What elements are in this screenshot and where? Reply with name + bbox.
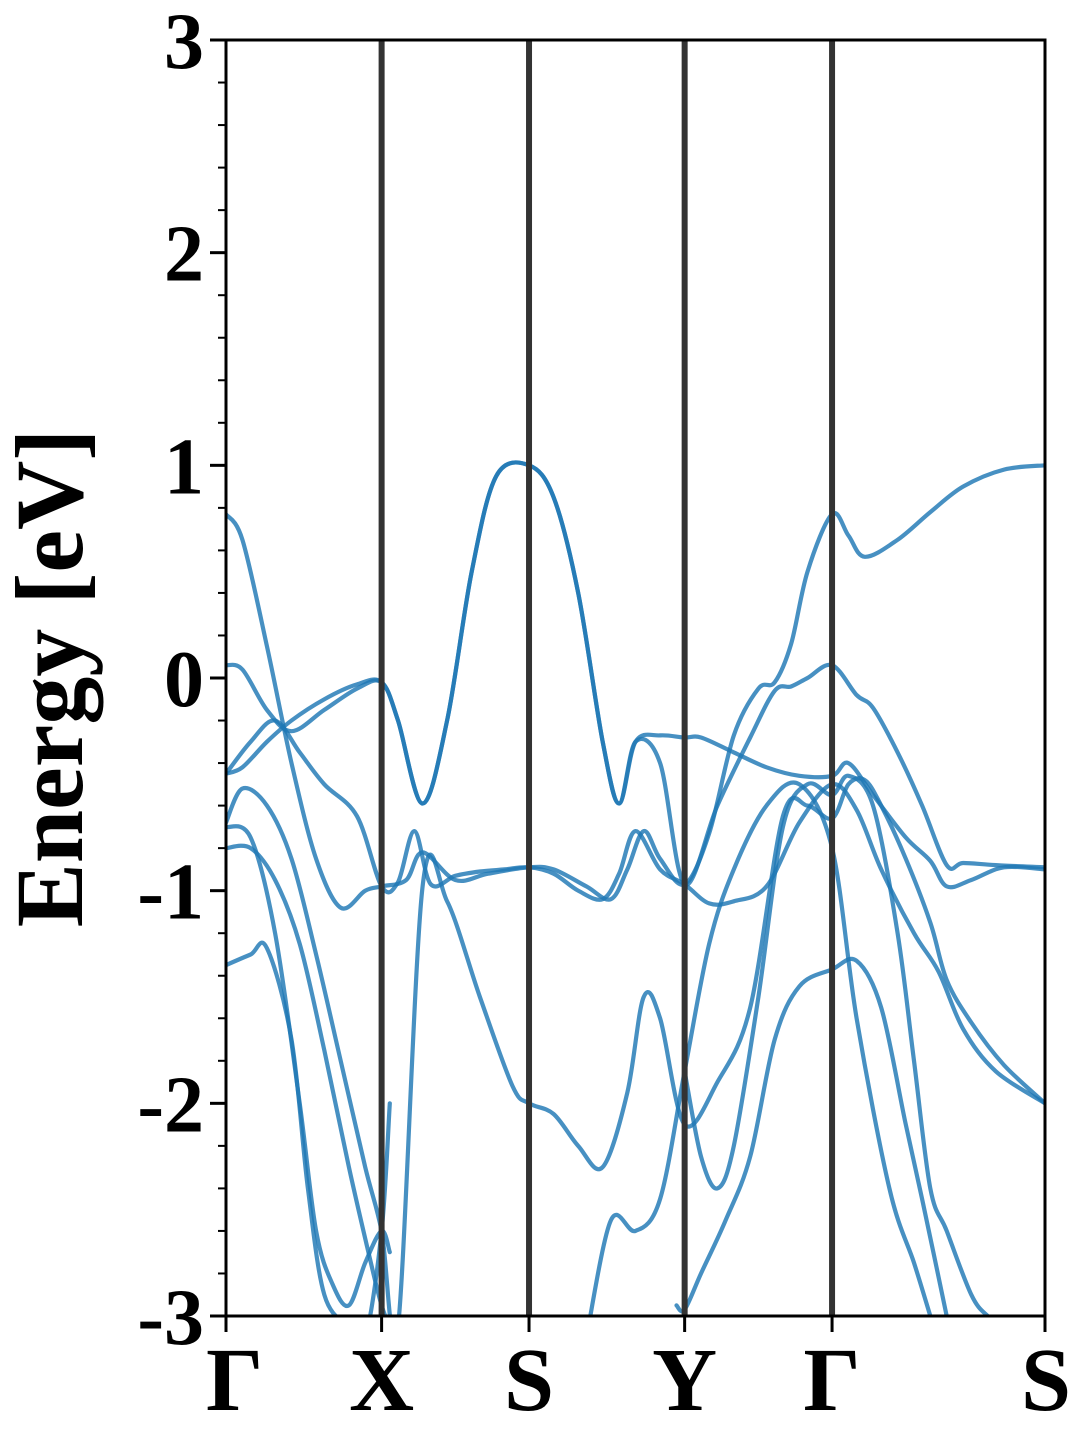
band-line-4 bbox=[226, 718, 1045, 1106]
band-line-5 bbox=[226, 776, 1045, 1316]
band-line-10 bbox=[674, 956, 949, 1316]
y-tick-label: -1 bbox=[137, 849, 204, 937]
x-tick-label: Γ bbox=[206, 1331, 263, 1430]
y-tick-labels: -3 -2 -1 0 1 2 3 bbox=[137, 0, 204, 1362]
y-tick-label: 0 bbox=[164, 636, 204, 724]
high-symmetry-dividers bbox=[378, 40, 836, 1316]
x-tick-label: S bbox=[1021, 1331, 1071, 1430]
x-tick-label: X bbox=[349, 1331, 414, 1430]
band-lines bbox=[226, 460, 1045, 1316]
band-line-7 bbox=[226, 940, 392, 1316]
x-tick-label: Γ bbox=[803, 1331, 860, 1430]
band-line-1 bbox=[226, 463, 1045, 911]
band-line-9 bbox=[588, 780, 933, 1316]
y-major-ticks bbox=[210, 38, 226, 1318]
y-tick-label: 2 bbox=[164, 211, 204, 299]
band-line-11 bbox=[682, 773, 991, 1316]
x-tick-label: S bbox=[504, 1331, 554, 1430]
band-line-2 bbox=[226, 460, 1045, 890]
band-line-6 bbox=[226, 843, 388, 1316]
y-axis-label: Energy [eV] bbox=[0, 429, 103, 928]
x-tick-label: Y bbox=[652, 1331, 717, 1430]
band-line-3 bbox=[226, 460, 1045, 887]
band-line-8 bbox=[226, 824, 392, 1309]
plot-frame bbox=[224, 38, 1047, 1318]
y-tick-label: -3 bbox=[137, 1274, 204, 1362]
y-tick-label: 1 bbox=[164, 423, 204, 511]
y-tick-label: 3 bbox=[164, 0, 204, 86]
y-tick-label: -2 bbox=[137, 1061, 204, 1149]
